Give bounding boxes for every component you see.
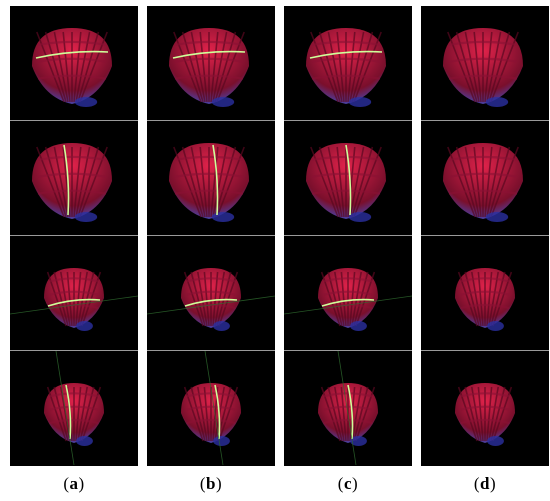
shell-photo <box>10 351 138 465</box>
column-label-a: (a) <box>10 474 138 494</box>
column-label-d: (d) <box>421 474 549 494</box>
shell-photo <box>10 236 138 350</box>
shell-photo <box>10 121 138 235</box>
image-column-b <box>147 6 275 466</box>
shell-photo <box>284 121 412 235</box>
image-column-c <box>284 6 412 466</box>
shell-photo <box>421 121 549 235</box>
column-label-c: (c) <box>284 474 412 494</box>
shell-photo <box>421 236 549 350</box>
column-label-b: (b) <box>147 474 275 494</box>
shell-photo <box>421 351 549 465</box>
shell-photo <box>421 6 549 120</box>
shell-photo <box>147 351 275 465</box>
shell-photo <box>284 236 412 350</box>
shell-photo <box>147 236 275 350</box>
shell-photo <box>284 6 412 120</box>
shell-photo <box>284 351 412 465</box>
shell-photo <box>10 6 138 120</box>
image-column-d <box>421 6 549 466</box>
shell-photo <box>147 6 275 120</box>
image-column-a <box>10 6 138 466</box>
shell-photo <box>147 121 275 235</box>
